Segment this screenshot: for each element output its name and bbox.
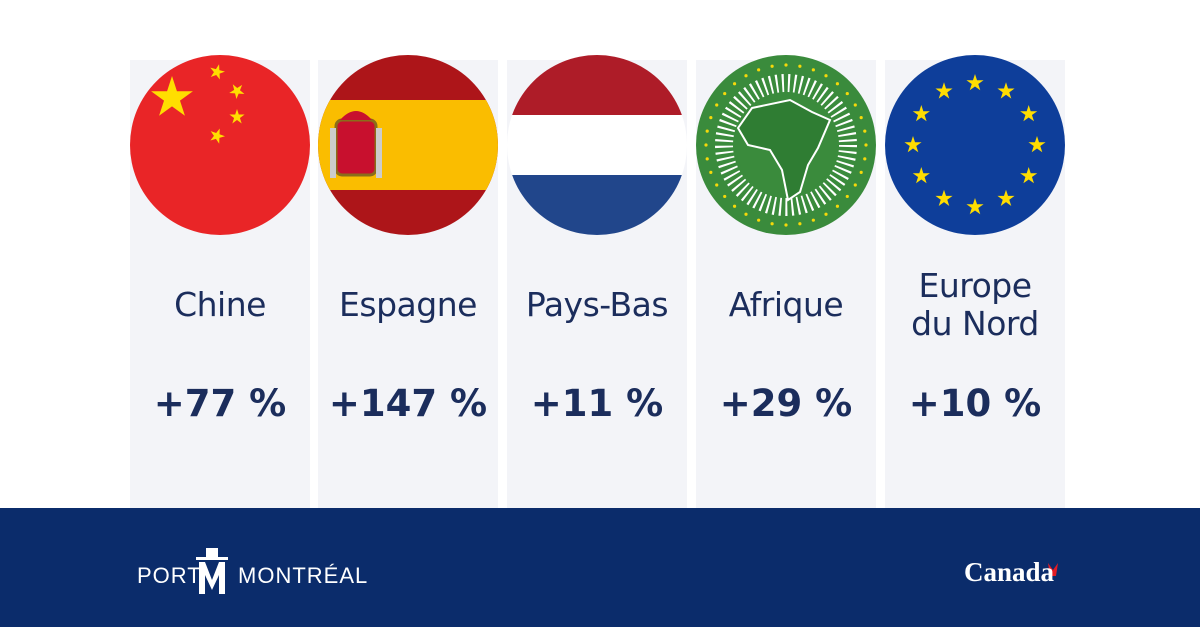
card-name: Chine — [174, 285, 266, 324]
star — [835, 204, 840, 208]
card-value: +147 % — [328, 382, 488, 425]
star — [966, 74, 984, 91]
star — [997, 82, 1015, 99]
star — [845, 194, 849, 199]
star — [912, 167, 930, 184]
star — [770, 222, 774, 226]
star — [935, 82, 953, 99]
star — [715, 103, 719, 107]
flag-netherlands — [507, 55, 687, 235]
flag-eu — [885, 55, 1065, 235]
star — [210, 128, 225, 144]
star — [723, 91, 727, 96]
star — [863, 129, 867, 133]
star — [859, 170, 863, 174]
card-value: +29 % — [719, 382, 853, 425]
card-name: Europe du Nord — [911, 266, 1039, 343]
star — [798, 222, 802, 226]
star — [935, 189, 953, 206]
star — [853, 103, 857, 107]
star — [732, 82, 737, 86]
star — [904, 136, 922, 153]
star — [845, 91, 849, 96]
star — [151, 76, 193, 116]
star — [709, 116, 713, 120]
star — [770, 64, 774, 68]
star — [824, 212, 828, 216]
star — [744, 212, 748, 216]
star — [966, 198, 984, 215]
star — [863, 157, 867, 161]
star — [811, 68, 815, 72]
star — [709, 170, 713, 174]
star — [715, 183, 719, 187]
star — [1028, 136, 1046, 153]
star — [704, 143, 708, 147]
flag-china — [130, 55, 310, 235]
star — [912, 105, 930, 122]
canada-flag-mark — [1048, 563, 1058, 576]
star — [210, 64, 225, 80]
card-name: Afrique — [728, 285, 844, 324]
logo-left: PORT — [137, 563, 202, 588]
stars — [151, 63, 1046, 227]
star — [798, 64, 802, 68]
star — [997, 189, 1015, 206]
star — [859, 116, 863, 120]
port-logo — [196, 548, 228, 594]
card-value: +77 % — [153, 382, 287, 425]
logo-right: MONTRÉAL — [238, 563, 369, 588]
star — [853, 183, 857, 187]
star — [723, 194, 727, 199]
star — [1020, 105, 1038, 122]
star — [811, 218, 815, 222]
card-value: +11 % — [530, 382, 664, 425]
star — [705, 129, 709, 133]
star — [784, 63, 788, 67]
star — [705, 157, 709, 161]
flag-spain — [318, 55, 498, 235]
card-name: Espagne — [339, 285, 477, 324]
star — [824, 74, 828, 78]
star — [835, 82, 840, 86]
card-value: +10 % — [908, 382, 1042, 425]
star — [744, 74, 748, 78]
star — [229, 84, 245, 99]
card-name: Pays-Bas — [525, 285, 669, 324]
star — [864, 143, 868, 147]
wordmark: Canada — [964, 557, 1055, 587]
star — [784, 223, 788, 227]
star — [229, 109, 245, 124]
star — [757, 218, 761, 222]
star — [732, 204, 737, 208]
star — [1020, 167, 1038, 184]
star — [757, 68, 761, 72]
flag-africa — [696, 55, 876, 235]
